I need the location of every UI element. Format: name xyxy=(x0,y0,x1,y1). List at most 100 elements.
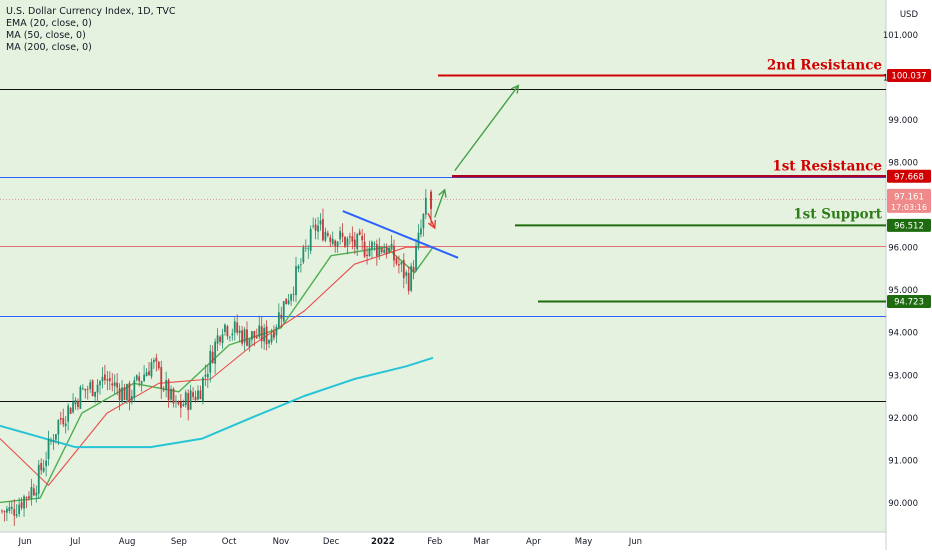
candle-body[interactable] xyxy=(361,236,364,241)
candle-body[interactable] xyxy=(292,294,295,295)
candle-body[interactable] xyxy=(405,272,408,276)
candle-body[interactable] xyxy=(302,247,305,263)
candle-body[interactable] xyxy=(25,497,28,499)
candle-body[interactable] xyxy=(3,511,6,513)
candle-body[interactable] xyxy=(123,387,126,400)
candle-body[interactable] xyxy=(101,376,104,382)
price-tag-s1[interactable]: 96.512 xyxy=(887,218,931,232)
candle-body[interactable] xyxy=(94,391,96,397)
candle-body[interactable] xyxy=(15,514,18,516)
candle-body[interactable] xyxy=(74,400,77,405)
candle-body[interactable] xyxy=(375,244,378,257)
candle-body[interactable] xyxy=(410,265,413,291)
candle-body[interactable] xyxy=(209,350,212,373)
candle-body[interactable] xyxy=(246,329,248,346)
candle-body[interactable] xyxy=(412,266,415,272)
candle-body[interactable] xyxy=(297,265,300,269)
candle-body[interactable] xyxy=(236,322,239,333)
candle-body[interactable] xyxy=(84,388,87,391)
candle-body[interactable] xyxy=(155,357,158,362)
candle-body[interactable] xyxy=(13,509,16,516)
candle-body[interactable] xyxy=(77,400,79,408)
candle-body[interactable] xyxy=(356,233,359,250)
candle-body[interactable] xyxy=(341,232,344,237)
candle-body[interactable] xyxy=(228,336,231,338)
candle-body[interactable] xyxy=(388,247,390,253)
candle-body[interactable] xyxy=(407,272,410,291)
candle-body[interactable] xyxy=(121,387,123,402)
candle-body[interactable] xyxy=(309,228,312,251)
candle-body[interactable] xyxy=(172,388,175,404)
candle-body[interactable] xyxy=(253,330,256,338)
candle-body[interactable] xyxy=(1,510,3,512)
candle-body[interactable] xyxy=(79,386,82,409)
candle-body[interactable] xyxy=(167,379,170,401)
descending-trendline[interactable] xyxy=(342,210,459,259)
candle-body[interactable] xyxy=(192,392,194,397)
candle-body[interactable] xyxy=(336,241,339,247)
candle-body[interactable] xyxy=(290,294,292,301)
candle-body[interactable] xyxy=(69,407,72,414)
candle-body[interactable] xyxy=(148,371,150,376)
candle-body[interactable] xyxy=(233,321,236,333)
candle-body[interactable] xyxy=(23,496,25,509)
candle-body[interactable] xyxy=(351,236,354,242)
candle-body[interactable] xyxy=(383,249,386,254)
candle-body[interactable] xyxy=(20,502,23,508)
candle-body[interactable] xyxy=(324,231,327,241)
candle-body[interactable] xyxy=(116,382,119,388)
candle-body[interactable] xyxy=(202,377,204,402)
ema20-line[interactable] xyxy=(0,246,434,504)
candle-body[interactable] xyxy=(287,300,290,304)
candle-body[interactable] xyxy=(45,460,47,467)
candle-body[interactable] xyxy=(390,243,393,250)
candle-body[interactable] xyxy=(314,224,317,231)
price-tag-r2[interactable]: 100.037 xyxy=(887,69,931,82)
candle-body[interactable] xyxy=(317,225,319,232)
candle-body[interactable] xyxy=(216,335,219,344)
candle-body[interactable] xyxy=(366,254,368,257)
candle-body[interactable] xyxy=(231,333,234,336)
bounce-arrow[interactable] xyxy=(434,188,447,218)
candle-body[interactable] xyxy=(104,374,106,381)
candle-body[interactable] xyxy=(150,362,153,377)
candle-body[interactable] xyxy=(385,247,388,255)
candle-body[interactable] xyxy=(312,225,315,227)
candle-body[interactable] xyxy=(398,264,400,266)
candle-body[interactable] xyxy=(157,361,160,369)
candle-body[interactable] xyxy=(72,402,74,413)
candle-body[interactable] xyxy=(275,326,278,336)
candle-body[interactable] xyxy=(219,336,221,342)
candle-body[interactable] xyxy=(99,381,101,386)
candle-body[interactable] xyxy=(334,240,337,247)
candle-body[interactable] xyxy=(81,388,84,390)
candle-body[interactable] xyxy=(373,243,376,245)
candle-body[interactable] xyxy=(143,374,145,381)
candle-body[interactable] xyxy=(199,390,202,400)
candle-body[interactable] xyxy=(241,330,243,344)
candle-body[interactable] xyxy=(417,232,420,246)
candle-body[interactable] xyxy=(260,326,263,342)
candle-body[interactable] xyxy=(344,236,346,247)
candle-body[interactable] xyxy=(138,376,141,382)
candle-body[interactable] xyxy=(214,341,217,364)
price-tag-s2[interactable]: 94.723 xyxy=(887,295,931,308)
candle-body[interactable] xyxy=(300,264,302,266)
candle-body[interactable] xyxy=(415,245,417,271)
candle-body[interactable] xyxy=(108,378,111,382)
candle-body[interactable] xyxy=(55,434,57,440)
candle-body[interactable] xyxy=(329,237,332,242)
candle-body[interactable] xyxy=(380,247,383,253)
candle-body[interactable] xyxy=(184,392,187,406)
candle-body[interactable] xyxy=(6,508,8,513)
candle-body[interactable] xyxy=(277,312,280,328)
candle-body[interactable] xyxy=(177,401,180,405)
candle-body[interactable] xyxy=(153,360,155,363)
candle-body[interactable] xyxy=(64,423,67,427)
candle-body[interactable] xyxy=(353,239,356,247)
candle-body[interactable] xyxy=(339,230,341,240)
candle-body[interactable] xyxy=(331,238,334,244)
candle-body[interactable] xyxy=(179,402,182,408)
